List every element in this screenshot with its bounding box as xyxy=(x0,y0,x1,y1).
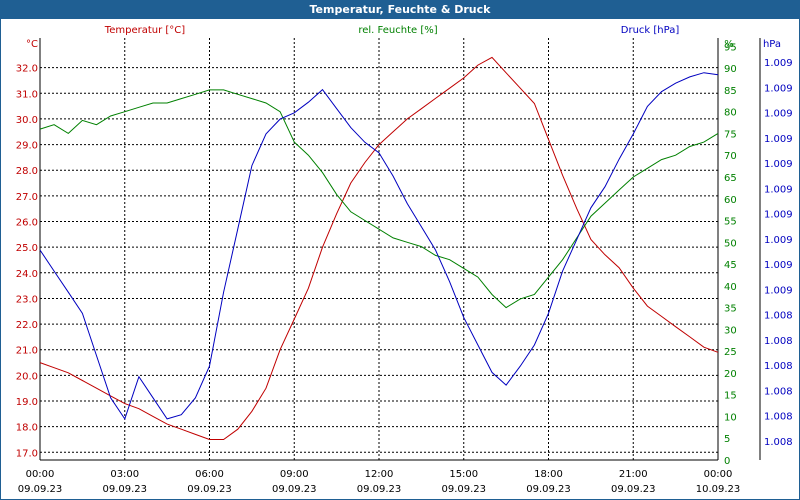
middle-axis-tick: 35 xyxy=(724,304,737,315)
right-axis-tick: 1.008 xyxy=(764,437,793,448)
middle-axis-tick: 45 xyxy=(724,260,737,271)
left-axis-tick: 18.0 xyxy=(16,423,38,434)
x-tick-time: 12:00 xyxy=(365,469,394,480)
x-tick-time: 18:00 xyxy=(534,469,563,480)
x-tick-time: 21:00 xyxy=(619,469,648,480)
right-axis-tick: 1.008 xyxy=(764,412,793,423)
left-axis-tick: 29.0 xyxy=(16,141,38,152)
middle-axis-tick: 60 xyxy=(724,195,737,206)
x-tick-time: 00:00 xyxy=(704,469,733,480)
x-tick-time: 06:00 xyxy=(195,469,224,480)
humidity-series-line xyxy=(39,89,719,309)
x-tick-date: 09.09.23 xyxy=(18,484,63,495)
right-axis-tick: 1.009 xyxy=(764,58,793,69)
right-axis-tick: 1.009 xyxy=(764,235,793,246)
x-tick-time: 03:00 xyxy=(110,469,139,480)
left-axis-tick: 20.0 xyxy=(16,371,38,382)
middle-axis-tick: 95 xyxy=(724,42,737,53)
x-tick-time: 00:00 xyxy=(26,469,55,480)
middle-axis-tick: 15 xyxy=(724,391,737,402)
left-axis-tick: 32.0 xyxy=(16,64,38,75)
middle-axis-tick: 85 xyxy=(724,86,737,97)
right-axis-tick: 1.009 xyxy=(764,134,793,145)
right-axis-tick: 1.008 xyxy=(764,361,793,372)
x-tick-date: 10.09.23 xyxy=(696,484,741,495)
x-tick-date: 09.09.23 xyxy=(102,484,147,495)
right-axis-tick: 1.009 xyxy=(764,159,793,170)
middle-axis-tick: 10 xyxy=(724,412,737,423)
right-axis-tick: 1.009 xyxy=(764,210,793,221)
left-axis-header: Temperatur [°C] xyxy=(104,25,185,36)
right-axis-header: Druck [hPa] xyxy=(621,25,680,36)
pressure-series-line xyxy=(39,72,719,421)
left-axis-tick: 25.0 xyxy=(16,243,38,254)
right-axis-tick: 1.008 xyxy=(764,311,793,322)
x-tick-time: 15:00 xyxy=(449,469,478,480)
x-tick-date: 09.09.23 xyxy=(611,484,656,495)
x-tick-time: 09:00 xyxy=(280,469,309,480)
left-axis-tick: 24.0 xyxy=(16,269,38,280)
left-axis-tick: 19.0 xyxy=(16,397,38,408)
right-axis-tick: 1.009 xyxy=(764,83,793,94)
left-axis-tick: 23.0 xyxy=(16,294,38,305)
left-axis-unit: °C xyxy=(26,39,38,50)
temperature-series-line xyxy=(39,56,719,440)
left-axis-tick: 31.0 xyxy=(16,89,38,100)
left-axis-tick: 22.0 xyxy=(16,320,38,331)
middle-axis-header: rel. Feuchte [%] xyxy=(358,25,437,36)
middle-axis-tick: 55 xyxy=(724,217,737,228)
middle-axis-tick: 5 xyxy=(724,434,730,445)
middle-axis-tick: 0 xyxy=(724,456,730,467)
x-tick-date: 09.09.23 xyxy=(526,484,571,495)
right-axis-unit: hPa xyxy=(763,39,781,50)
middle-axis-tick: 70 xyxy=(724,151,737,162)
middle-axis-tick: 90 xyxy=(724,64,737,75)
x-tick-date: 09.09.23 xyxy=(187,484,232,495)
x-tick-date: 09.09.23 xyxy=(272,484,317,495)
middle-axis-tick: 80 xyxy=(724,108,737,119)
x-tick-date: 09.09.23 xyxy=(441,484,486,495)
left-axis-tick: 21.0 xyxy=(16,346,38,357)
middle-axis-tick: 30 xyxy=(724,325,737,336)
middle-axis-unit: % xyxy=(724,39,734,50)
middle-axis-tick: 50 xyxy=(724,238,737,249)
middle-axis-tick: 40 xyxy=(724,282,737,293)
middle-axis-tick: 65 xyxy=(724,173,737,184)
middle-axis-tick: 20 xyxy=(724,369,737,380)
right-axis-tick: 1.009 xyxy=(764,109,793,120)
left-axis-tick: 28.0 xyxy=(16,166,38,177)
middle-axis-tick: 75 xyxy=(724,129,737,140)
left-axis-tick: 27.0 xyxy=(16,192,38,203)
left-axis-tick: 26.0 xyxy=(16,218,38,229)
right-axis-tick: 1.008 xyxy=(764,386,793,397)
middle-axis-tick: 25 xyxy=(724,347,737,358)
x-tick-date: 09.09.23 xyxy=(357,484,402,495)
right-axis-tick: 1.009 xyxy=(764,285,793,296)
right-axis-tick: 1.009 xyxy=(764,260,793,271)
right-axis-tick: 1.008 xyxy=(764,336,793,347)
window-title: Temperatur, Feuchte & Druck xyxy=(1,1,799,19)
left-axis-tick: 17.0 xyxy=(16,448,38,459)
left-axis-tick: 30.0 xyxy=(16,115,38,126)
right-axis-tick: 1.009 xyxy=(764,184,793,195)
